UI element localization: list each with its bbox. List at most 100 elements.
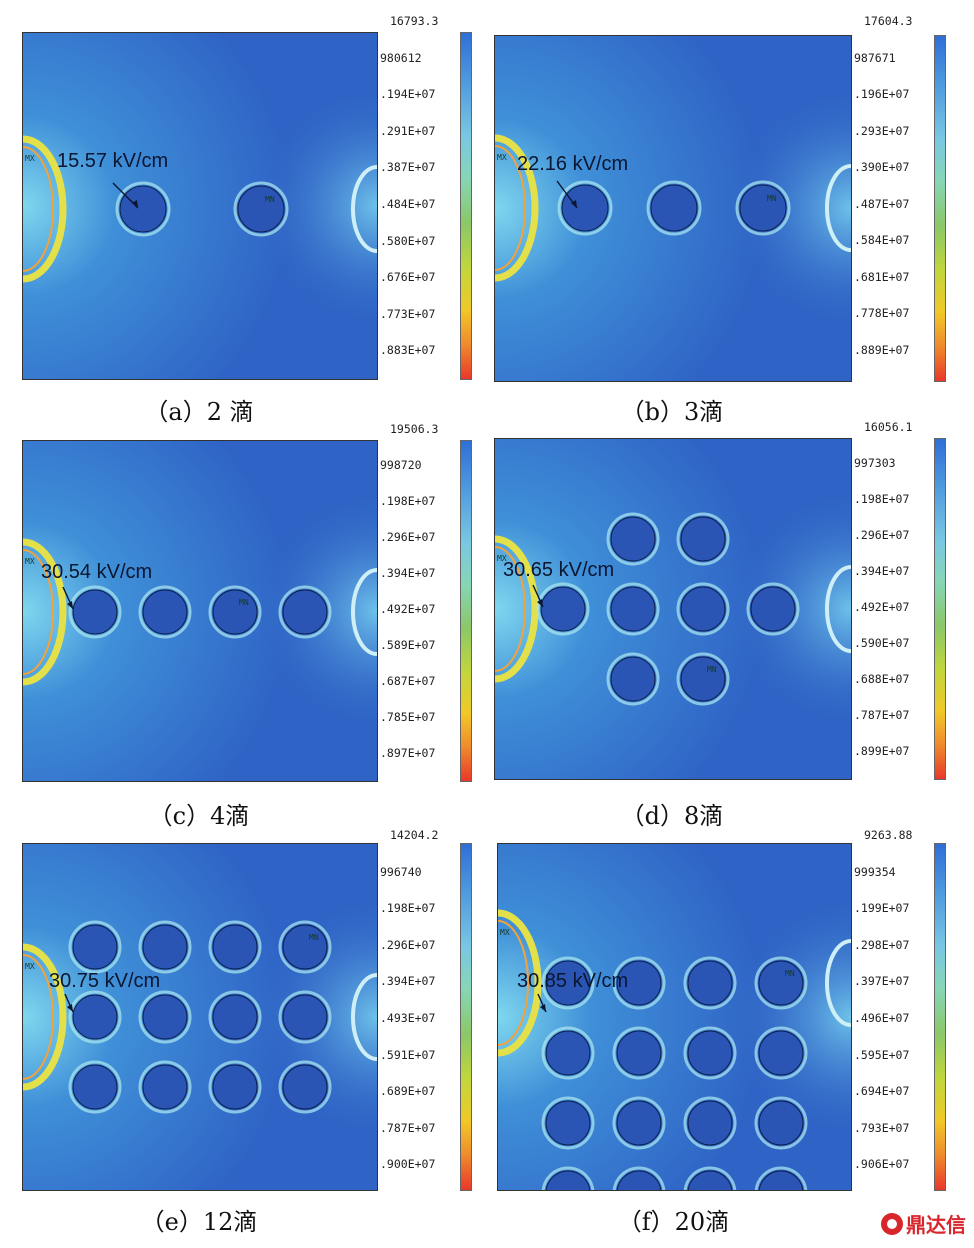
water-drop	[282, 994, 328, 1040]
water-drop	[545, 1170, 591, 1190]
legend-label: .676E+07	[380, 270, 436, 285]
water-drop	[680, 586, 726, 632]
legend-label: .394E+07	[380, 566, 436, 580]
left-electrode	[498, 909, 542, 1057]
water-drop	[650, 184, 698, 232]
water-drop	[680, 656, 726, 702]
legend-label: .889E+07	[854, 342, 910, 357]
legend-label: .198E+07	[380, 901, 436, 916]
water-drop	[687, 1030, 733, 1076]
watermark: 鼎达信	[881, 1209, 966, 1238]
right-electrode	[351, 973, 377, 1061]
panel-caption: （b）3滴	[620, 398, 724, 426]
contour-svg	[495, 439, 851, 779]
max-tag: MX	[25, 557, 35, 566]
water-drop	[142, 1064, 188, 1110]
water-drop	[758, 1030, 804, 1076]
water-drop	[545, 960, 591, 1006]
max-tag: MX	[497, 153, 507, 162]
legend-label: .591E+07	[380, 1047, 436, 1062]
legend-color-bar	[934, 843, 946, 1191]
panel-caption: （c）4滴	[148, 802, 250, 830]
water-drop	[212, 994, 258, 1040]
water-drop	[610, 586, 656, 632]
max-tag: MX	[25, 154, 35, 163]
water-drop	[561, 184, 609, 232]
left-electrode	[23, 943, 67, 1091]
water-drop	[610, 516, 656, 562]
left-electrode	[23, 135, 67, 283]
contour-svg	[23, 441, 377, 781]
min-tag: MN	[785, 969, 795, 978]
water-drop	[616, 1100, 662, 1146]
legend-label: .390E+07	[854, 160, 910, 174]
legend-label: .484E+07	[380, 197, 436, 211]
legend-label: .394E+07	[380, 974, 436, 989]
water-drop	[610, 656, 656, 702]
legend-label: 980612	[380, 50, 422, 65]
legend-label: .787E+07	[854, 708, 910, 722]
max-field-label: 30.54 kV/cm	[41, 561, 153, 583]
panel-caption: （a）2 滴	[144, 398, 254, 426]
right-electrode	[351, 165, 377, 253]
legend-label: .493E+07	[380, 1011, 436, 1025]
legend-label: .397E+07	[854, 974, 910, 989]
legend-label: 14204.2	[390, 828, 439, 842]
legend-label: .492E+07	[854, 600, 910, 614]
water-drop	[212, 1064, 258, 1110]
panel-caption: （d）8滴	[620, 802, 724, 830]
legend-color-bar	[934, 35, 946, 382]
legend-label: 998720	[380, 458, 422, 472]
legend-label: .387E+07	[380, 160, 436, 175]
legend-label: .589E+07	[380, 638, 436, 652]
water-drop	[687, 960, 733, 1006]
legend-label: .492E+07	[380, 602, 436, 616]
water-drop	[72, 589, 118, 635]
water-drop	[687, 1100, 733, 1146]
field-contour-plot: 15.57 kV/cm MX MN	[22, 32, 378, 380]
min-tag: MN	[309, 933, 319, 942]
contour-svg	[495, 36, 851, 381]
legend-label: .694E+07	[854, 1084, 910, 1099]
legend-label: .787E+07	[380, 1120, 436, 1135]
left-electrode	[495, 535, 539, 683]
legend-color-bar	[460, 843, 472, 1191]
legend-label: .291E+07	[380, 123, 436, 138]
right-electrode	[825, 565, 851, 653]
legend-color-bar	[460, 32, 472, 380]
panel-caption: （f）20滴	[617, 1208, 730, 1236]
min-tag: MN	[239, 598, 249, 607]
legend-label: .196E+07	[854, 87, 910, 101]
right-electrode	[825, 164, 851, 252]
legend-label: 19506.3	[390, 422, 439, 436]
legend-label: .785E+07	[380, 710, 436, 724]
max-field-label: 30.85 kV/cm	[517, 970, 629, 992]
legend-label: .590E+07	[854, 636, 910, 650]
legend-label: .199E+07	[854, 901, 910, 916]
right-electrode	[351, 568, 377, 656]
field-contour-plot: 30.54 kV/cm MX MN	[22, 440, 378, 782]
water-drop	[687, 1170, 733, 1190]
field-contour-plot: 30.75 kV/cm MX MN	[22, 843, 378, 1191]
legend-label: .595E+07	[854, 1047, 910, 1062]
legend-label: .687E+07	[380, 674, 436, 688]
right-electrode	[825, 939, 851, 1027]
legend-label: 987671	[854, 50, 896, 65]
min-tag: MN	[707, 665, 717, 674]
water-drop	[545, 1100, 591, 1146]
water-drop	[72, 1064, 118, 1110]
contour-svg	[23, 844, 377, 1190]
watermark-text: 鼎达信	[906, 1213, 966, 1237]
water-drop	[616, 960, 662, 1006]
legend-label: .296E+07	[380, 530, 436, 544]
legend-label: 999354	[854, 864, 896, 879]
water-drop	[758, 1170, 804, 1190]
legend-label: 996740	[380, 864, 422, 879]
legend-label: .296E+07	[854, 528, 910, 542]
water-drop	[545, 1030, 591, 1076]
legend-label: .580E+07	[380, 233, 436, 248]
legend-label: 997303	[854, 456, 896, 470]
max-field-label: 30.75 kV/cm	[49, 970, 161, 992]
water-drop	[758, 960, 804, 1006]
water-drop	[237, 185, 285, 233]
